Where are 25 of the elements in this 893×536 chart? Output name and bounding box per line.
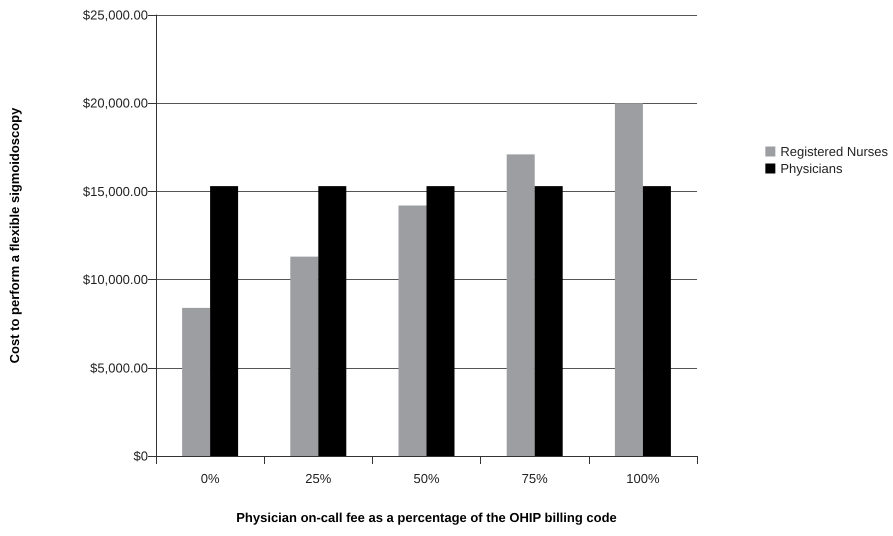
y-tick-label: $0: [134, 448, 148, 464]
y-tick-label: $5,000.00: [90, 360, 148, 376]
bar: [210, 186, 238, 456]
y-axis-title: Cost to perform a flexible sigmoidoscopy: [7, 106, 22, 364]
legend-label: Physicians: [780, 161, 843, 176]
legend-label: Registered Nurses: [780, 144, 888, 159]
y-tick-label: $15,000.00: [82, 184, 148, 199]
bar: [398, 206, 426, 456]
bar: [642, 186, 671, 456]
bar: [318, 186, 346, 456]
x-tick-label: 25%: [305, 471, 332, 486]
x-tick-label: 100%: [626, 471, 660, 486]
bar: [426, 186, 454, 456]
x-tick-label: 0%: [200, 471, 220, 486]
bar: [182, 308, 210, 456]
x-tick-label: 50%: [413, 471, 440, 486]
bar: [506, 154, 535, 456]
bar: [614, 103, 643, 456]
bar: [534, 186, 563, 456]
y-tick-label: $10,000.00: [82, 272, 148, 288]
bar: [290, 256, 318, 456]
y-tick-label: $25,000.00: [82, 8, 148, 22]
y-tick-label: $20,000.00: [82, 96, 148, 111]
x-axis-title: Physician on-call fee as a percentage of the OHIP billing code: [236, 510, 617, 525]
x-tick-label: 75%: [522, 471, 548, 486]
